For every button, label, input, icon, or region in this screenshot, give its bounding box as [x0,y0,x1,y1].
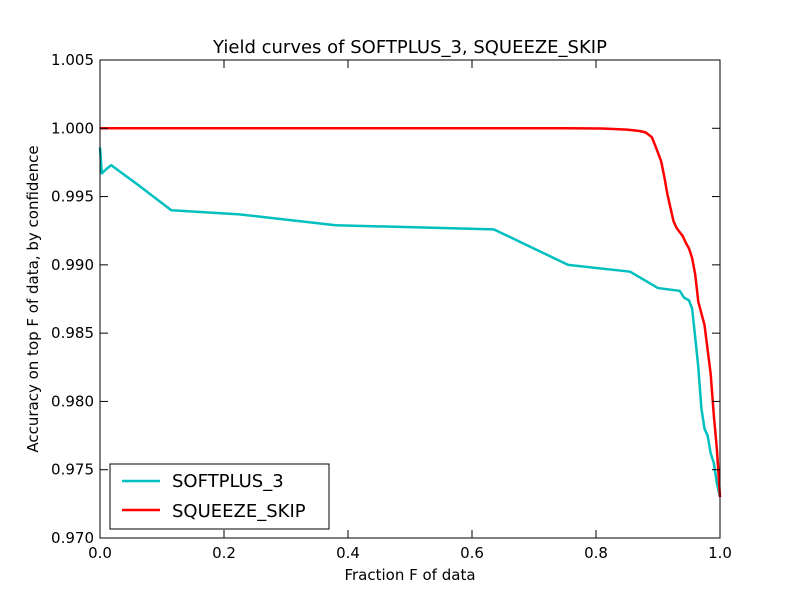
x-tick-label: 0.0 [88,544,112,562]
chart-title: Yield curves of SOFTPLUS_3, SQUEEZE_SKIP [212,37,607,58]
y-tick-label: 0.990 [51,256,94,274]
x-tick-label: 0.8 [584,544,608,562]
y-tick-label: 0.985 [51,324,94,342]
x-tick-label: 1.0 [708,544,732,562]
legend-label-softplus-3: SOFTPLUS_3 [172,471,284,492]
plot-frame [99,59,721,539]
y-tick-label: 1.000 [51,119,94,137]
y-tick-label: 0.980 [51,392,94,410]
series-line-squeeze-skip [100,127,722,498]
legend-box [109,463,330,530]
series-line-softplus-3 [98,147,722,498]
series-layer [98,127,722,498]
x-tick-label: 0.2 [212,544,236,562]
plot-background [100,60,720,538]
x-tick-label: 0.4 [336,544,360,562]
x-axis-label: Fraction F of data [344,566,475,584]
legend-label-squeeze-skip: SQUEEZE_SKIP [172,501,306,522]
legend: SOFTPLUS_3 SQUEEZE_SKIP [109,463,330,530]
y-tick-label: 0.975 [51,461,94,479]
y-tick-label: 1.005 [51,51,94,69]
y-axis-label: Accuracy on top F of data, by confidence [24,145,42,452]
x-tick-label: 0.6 [460,544,484,562]
y-tick-label: 0.970 [51,529,94,547]
y-tick-label: 0.995 [51,188,94,206]
ticks-layer: 0.0 0.2 0.4 0.6 0.8 1.0 0.970 0.975 0.980 0.985 0.… [51,51,732,562]
